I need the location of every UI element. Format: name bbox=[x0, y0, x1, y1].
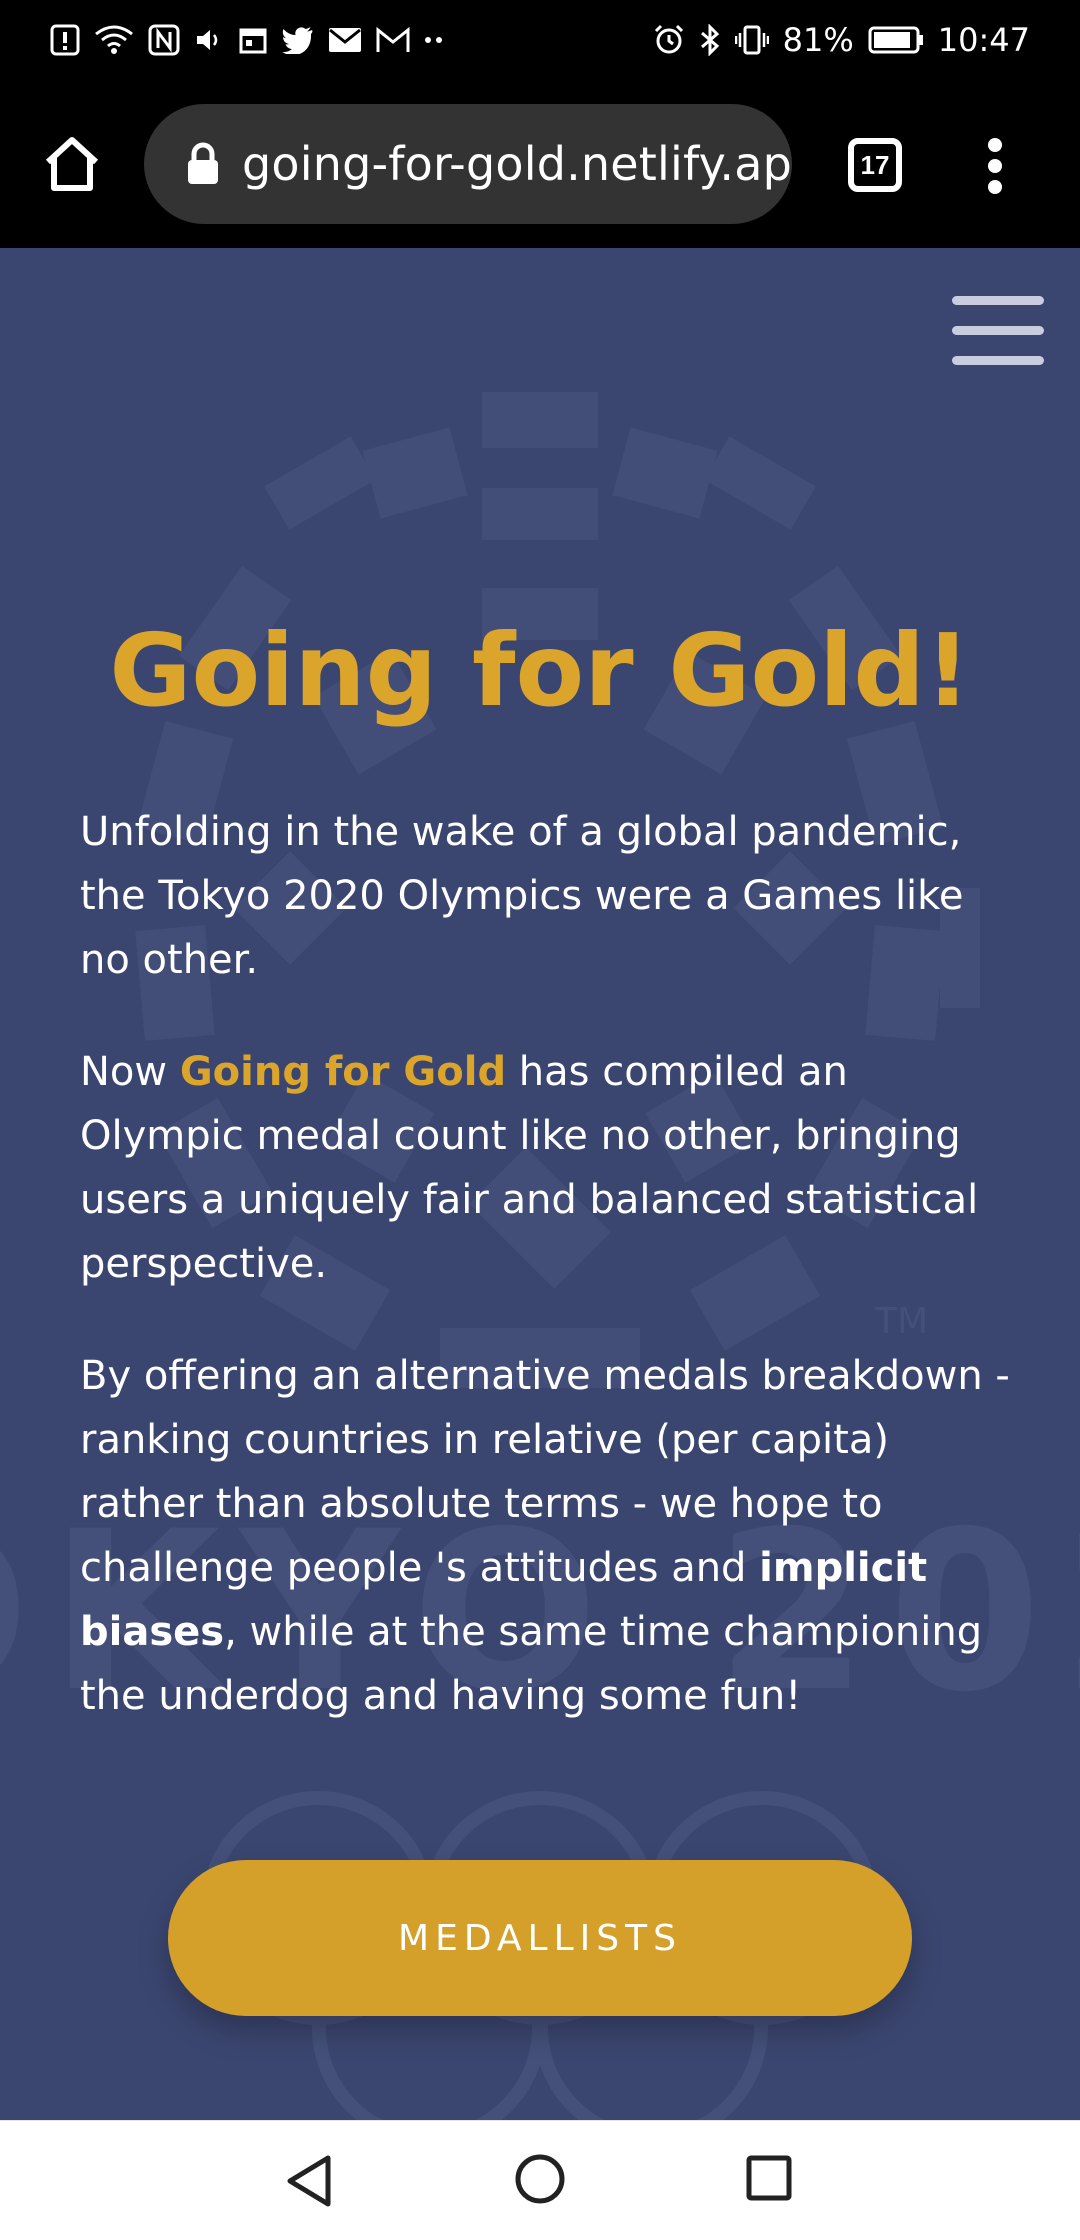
overflow-dot-icon bbox=[988, 180, 1002, 194]
alert-icon bbox=[50, 23, 80, 57]
back-button[interactable] bbox=[284, 2153, 336, 2209]
wifi-icon bbox=[94, 23, 134, 57]
emphasis-text: implicit biases bbox=[80, 1545, 928, 1655]
overflow-dot-icon bbox=[988, 138, 1002, 152]
home-icon bbox=[45, 137, 99, 191]
battery-icon bbox=[868, 23, 924, 57]
browser-menu-button[interactable] bbox=[988, 138, 1004, 194]
intro-content: Unfolding in the wake of a global pandem… bbox=[80, 800, 1020, 1776]
status-bar: 81% 10:47 bbox=[0, 0, 1080, 80]
mail-icon bbox=[328, 23, 362, 57]
page-title: Going for Gold! bbox=[109, 612, 971, 729]
alarm-icon bbox=[653, 23, 685, 57]
medallists-button[interactable]: MEDALLISTS bbox=[168, 1860, 912, 2016]
tab-switcher-button[interactable]: 17 bbox=[848, 138, 902, 192]
battery-percent: 81% bbox=[782, 21, 854, 59]
home-nav-button[interactable] bbox=[514, 2153, 566, 2205]
home-button[interactable] bbox=[40, 132, 104, 196]
intro-paragraph-3: By offering an alternative medals breakd… bbox=[80, 1344, 1020, 1728]
volume-icon bbox=[194, 23, 224, 57]
browser-toolbar: going-for-gold.netlify.app 17 bbox=[0, 80, 1080, 248]
calendar-icon bbox=[238, 23, 268, 57]
twitter-icon bbox=[282, 23, 314, 57]
vibrate-icon bbox=[734, 23, 769, 57]
overflow-dot-icon bbox=[988, 159, 1002, 173]
intro-paragraph-2: Now Going for Gold has compiled an Olymp… bbox=[80, 1040, 1020, 1296]
hamburger-line-icon bbox=[952, 296, 1044, 305]
back-triangle-icon bbox=[287, 2155, 331, 2207]
clock: 10:47 bbox=[937, 21, 1030, 59]
status-icons-left bbox=[50, 23, 444, 57]
p3-suffix: , while at the same time championing the… bbox=[80, 1609, 983, 1719]
intro-paragraph-1: Unfolding in the wake of a global pandem… bbox=[80, 809, 964, 983]
url-text: going-for-gold.netlify.app bbox=[242, 137, 792, 191]
nfc-icon bbox=[148, 23, 180, 57]
p3-prefix: By offering an alternative medals breakd… bbox=[80, 1353, 1010, 1591]
hamburger-line-icon bbox=[952, 326, 1044, 335]
url-bar[interactable]: going-for-gold.netlify.app bbox=[144, 104, 792, 224]
home-circle-icon bbox=[515, 2154, 565, 2204]
more-notifications-icon bbox=[424, 23, 444, 57]
status-icons-right: 81% 10:47 bbox=[653, 21, 1030, 59]
bluetooth-icon bbox=[699, 23, 721, 57]
recents-square-icon bbox=[746, 2155, 792, 2201]
system-nav-bar bbox=[0, 2120, 1080, 2240]
hamburger-menu-button[interactable] bbox=[952, 296, 1044, 366]
recents-button[interactable] bbox=[746, 2155, 792, 2201]
hamburger-line-icon bbox=[952, 356, 1044, 365]
p2-suffix: has compiled an Olympic medal count like… bbox=[80, 1049, 979, 1287]
gmail-icon bbox=[376, 23, 410, 57]
web-page: TOKYO 2020 TM Going for Gold! Unfolding … bbox=[0, 248, 1080, 2120]
brand-highlight: Going for Gold bbox=[179, 1049, 507, 1095]
lock-icon bbox=[188, 142, 218, 184]
p2-prefix: Now bbox=[80, 1049, 180, 1095]
